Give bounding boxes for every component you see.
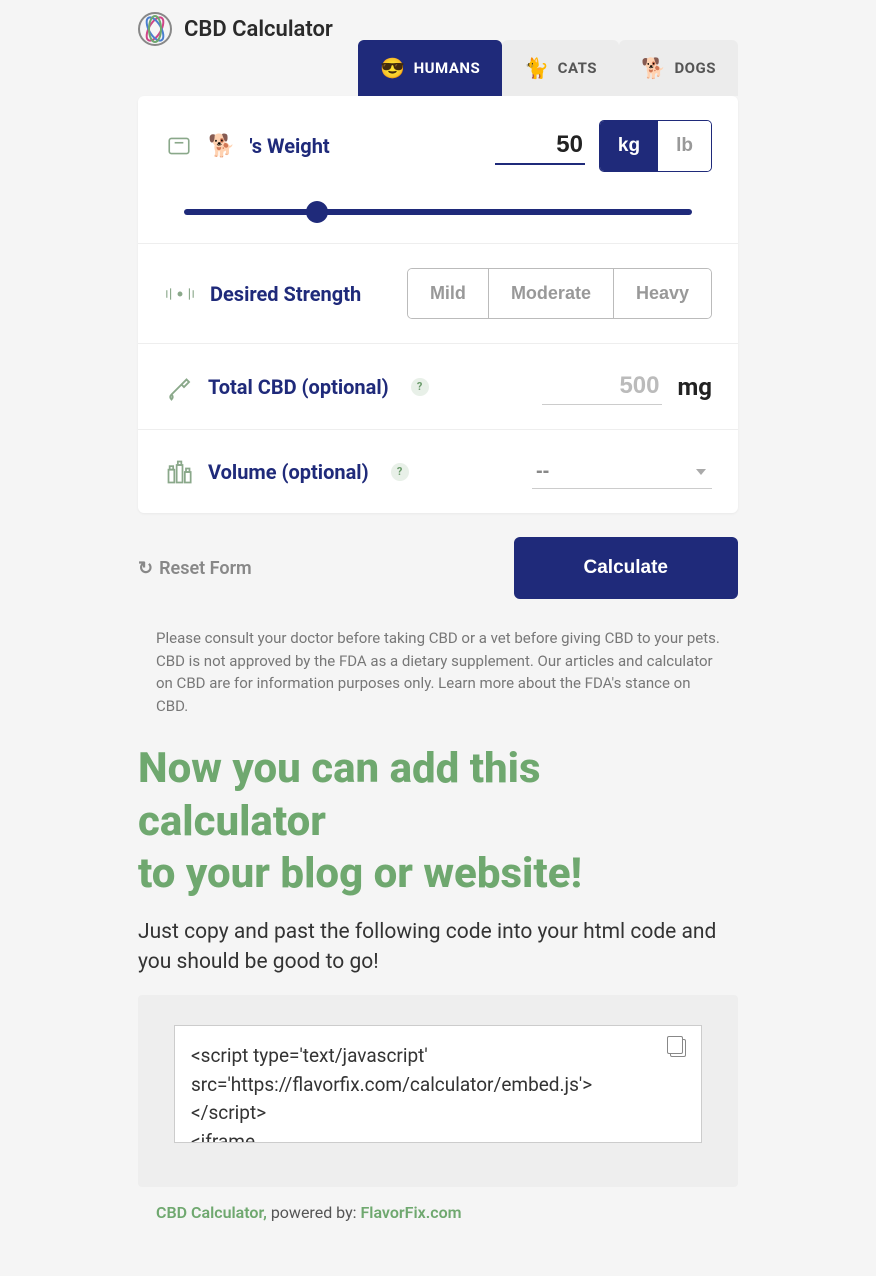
strength-heavy-button[interactable]: Heavy [614, 269, 711, 318]
volume-select[interactable]: -- [532, 454, 712, 489]
strength-mild-button[interactable]: Mild [408, 269, 489, 318]
weight-label: 's Weight [249, 134, 329, 158]
cat-icon: 🐈 [524, 56, 549, 80]
footer-link-calculator[interactable]: CBD Calculator, [156, 1203, 267, 1222]
unit-kg-button[interactable]: kg [600, 121, 658, 171]
footer-link-flavorfix[interactable]: FlavorFix.com [361, 1203, 462, 1222]
tab-humans-label: HUMANS [414, 59, 481, 77]
weight-subject-icon: 🐕 [208, 134, 235, 159]
tab-cats-label: CATS [558, 59, 597, 77]
cbd-label: Total CBD (optional) [208, 375, 389, 399]
embed-box: <script type='text/javascript' src='http… [138, 995, 738, 1187]
tab-humans[interactable]: 😎 HUMANS [358, 40, 502, 96]
weight-input[interactable] [495, 127, 585, 165]
volume-section: Volume (optional) ? -- [138, 430, 738, 513]
footer: CBD Calculator, powered by: FlavorFix.co… [138, 1187, 738, 1242]
calculator-card: 🐕 's Weight kg lb Desired Strength [138, 96, 738, 513]
tabs: 😎 HUMANS 🐈 CATS 🐕 DOGS [138, 40, 738, 96]
weight-section: 🐕 's Weight kg lb [138, 96, 738, 244]
dropper-icon [164, 372, 194, 402]
unit-lb-button[interactable]: lb [658, 121, 711, 171]
reset-label: Reset Form [159, 558, 252, 579]
app-logo [138, 12, 172, 46]
weight-slider[interactable] [184, 209, 692, 215]
bottles-icon [164, 457, 194, 487]
tab-dogs[interactable]: 🐕 DOGS [619, 40, 738, 96]
copy-icon[interactable] [670, 1039, 686, 1057]
app-title: CBD Calculator [184, 17, 333, 42]
unit-toggle: kg lb [599, 120, 712, 172]
strength-options: Mild Moderate Heavy [407, 268, 712, 319]
promo-subtitle: Just copy and past the following code in… [138, 917, 738, 978]
cbd-section: Total CBD (optional) ? mg [138, 344, 738, 430]
calculate-button[interactable]: Calculate [514, 537, 738, 599]
tab-dogs-label: DOGS [674, 59, 716, 77]
tab-cats[interactable]: 🐈 CATS [502, 40, 619, 96]
actions-row: ↻ Reset Form Calculate [138, 537, 738, 599]
promo-title: Now you can add this calculator to your … [138, 743, 738, 901]
sunglasses-icon: 😎 [380, 56, 405, 80]
signal-icon [164, 284, 196, 304]
reset-icon: ↻ [138, 558, 153, 579]
strength-moderate-button[interactable]: Moderate [489, 269, 614, 318]
disclaimer-text: Please consult your doctor before taking… [138, 617, 738, 737]
dog-icon: 🐕 [641, 56, 666, 80]
cbd-input[interactable] [542, 368, 662, 405]
cbd-unit: mg [678, 373, 713, 401]
embed-textarea[interactable]: <script type='text/javascript' src='http… [174, 1025, 702, 1143]
weight-icon [164, 131, 194, 161]
strength-section: Desired Strength Mild Moderate Heavy [138, 244, 738, 344]
volume-help-icon[interactable]: ? [391, 463, 409, 481]
cbd-help-icon[interactable]: ? [411, 378, 429, 396]
strength-label: Desired Strength [210, 282, 361, 306]
volume-label: Volume (optional) [208, 460, 369, 484]
reset-button[interactable]: ↻ Reset Form [138, 558, 252, 579]
footer-mid: powered by: [267, 1203, 361, 1222]
